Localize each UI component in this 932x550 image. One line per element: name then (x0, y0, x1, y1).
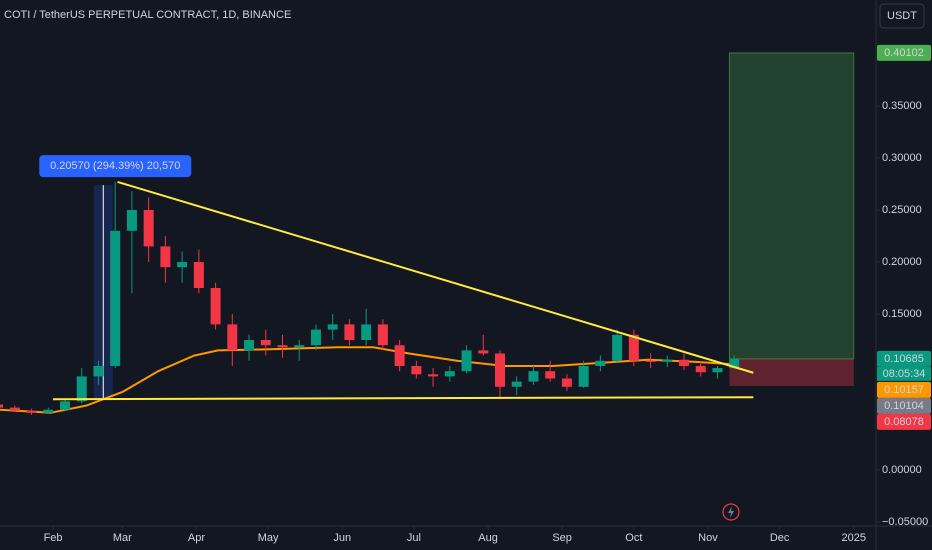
x-tick-label: Nov (698, 532, 718, 544)
candle-body (26, 410, 37, 413)
candle-body (277, 345, 288, 348)
candle-body (210, 287, 221, 325)
candle-body (645, 360, 656, 362)
candle-body (9, 407, 20, 411)
x-tick-label: Oct (625, 532, 642, 544)
candle-body (528, 371, 539, 382)
candle-body (260, 339, 271, 346)
moving-average (0, 346, 735, 414)
candle-body (662, 359, 673, 362)
candle-body (712, 368, 723, 373)
candle-body (310, 329, 321, 346)
price-badge (877, 381, 931, 398)
price-badge (877, 397, 931, 414)
countdown-badge (877, 366, 931, 381)
x-tick-label: Mar (113, 532, 132, 544)
candle-body (411, 365, 422, 375)
price-badge-label: 0.08078 (884, 416, 924, 428)
candle-body (227, 324, 238, 351)
y-tick-label: 0.30000 (882, 152, 922, 164)
x-tick-label: Apr (188, 532, 205, 544)
candle-body (126, 209, 137, 231)
candle-body (545, 371, 556, 379)
price-badge-label: 0.10685 (884, 353, 924, 365)
candle-body (595, 360, 606, 366)
candle-body (361, 324, 372, 340)
candle-body (444, 371, 455, 377)
candle-body (143, 209, 154, 247)
candle-body (177, 261, 188, 268)
candle-body (478, 350, 489, 354)
candle-body (428, 374, 439, 377)
candle-body (76, 376, 87, 402)
y-tick-label: 0.25000 (882, 204, 922, 216)
trendline (117, 180, 754, 374)
alert-ring[interactable] (722, 503, 740, 521)
price-badge (877, 44, 931, 61)
y-tick-label: 0.00000 (882, 464, 922, 476)
measure-label: 0.20570 (294.39%) 20,570 (50, 160, 180, 172)
candle-body (294, 345, 305, 348)
y-tick-label: 0.15000 (882, 308, 922, 320)
candle-body (679, 359, 690, 366)
chart-title: COTI / TetherUS PERPETUAL CONTRACT, 1D, … (4, 9, 291, 21)
y-tick-label: 0.35000 (882, 100, 922, 112)
countdown-label: 08:05:34 (883, 368, 926, 380)
x-tick-label: Jul (407, 532, 421, 544)
stop-zone (729, 358, 854, 386)
candle-body (377, 324, 388, 346)
plot-area: 0.20570 (294.39%) 20,570 (0, 52, 855, 415)
price-badge-label: 0.10104 (884, 400, 924, 412)
candle-body (344, 324, 355, 340)
candle-body (394, 345, 405, 366)
x-tick-label: Aug (478, 532, 498, 544)
candle-body (578, 365, 589, 387)
price-badge (877, 413, 931, 430)
candle-body (0, 404, 4, 408)
price-badge-label: 0.10157 (884, 384, 924, 396)
candle-body (612, 334, 623, 361)
candle-body (193, 261, 204, 288)
alert-bolt[interactable] (728, 506, 734, 518)
x-tick-label: May (258, 532, 279, 544)
x-tick-label: Dec (770, 532, 790, 544)
price-badge (877, 350, 931, 367)
candle-body (93, 365, 104, 377)
candle-body (110, 230, 121, 366)
currency-button[interactable] (879, 3, 925, 29)
y-tick-label: −0.05000 (882, 516, 928, 528)
candle-body (60, 401, 71, 410)
candle-body (461, 350, 472, 372)
x-tick-label: Jun (333, 532, 351, 544)
candle-body (327, 324, 338, 330)
target-zone (728, 52, 855, 360)
x-tick-label: Feb (44, 532, 63, 544)
candle-body (244, 339, 255, 351)
price-badge-label: 0.40102 (884, 47, 924, 59)
candle-body (628, 334, 639, 361)
candle-body (160, 246, 171, 268)
candle-body (511, 381, 522, 387)
candle-body (43, 409, 54, 413)
x-tick-label: Sep (552, 532, 572, 544)
candle-body (495, 353, 505, 387)
currency-label[interactable]: USDT (887, 10, 917, 22)
candle-body (695, 365, 706, 373)
y-tick-label: 0.20000 (882, 256, 922, 268)
trendline (53, 396, 754, 401)
measure-badge (39, 155, 192, 178)
x-tick-label: 2025 (841, 532, 865, 544)
alert-icon[interactable] (722, 503, 740, 521)
candle-body (561, 378, 572, 387)
candle-body (729, 358, 740, 369)
